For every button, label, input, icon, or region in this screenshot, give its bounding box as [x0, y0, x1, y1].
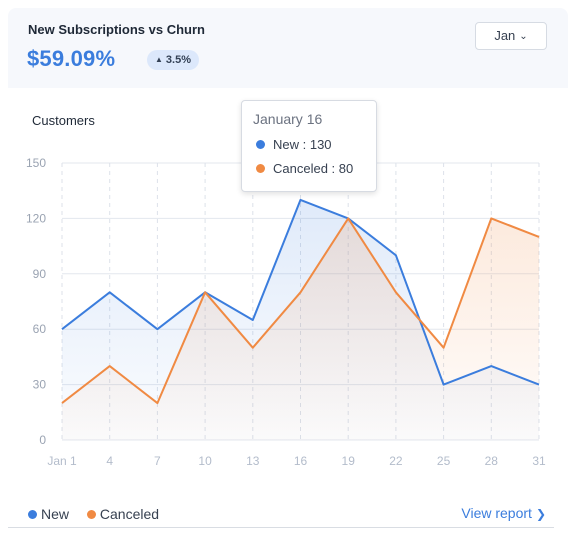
- x-tick-label: 13: [246, 454, 260, 468]
- x-tick-label: 4: [106, 454, 113, 468]
- x-tick-label: 25: [437, 454, 451, 468]
- tooltip-canceled-label: Canceled : 80: [273, 161, 354, 176]
- x-tick-label: 19: [342, 454, 356, 468]
- y-tick-label: 150: [26, 156, 46, 170]
- y-tick-label: 60: [33, 322, 47, 336]
- y-tick-label: 30: [33, 378, 47, 392]
- chart-card: New Subscriptions vs Churn $59.09% ▲ 3.5%…: [8, 8, 568, 538]
- tooltip-row-new: New : 130: [256, 137, 332, 152]
- tooltip-title: January 16: [253, 111, 323, 127]
- month-select-value: Jan: [494, 28, 516, 43]
- caret-up-icon: ▲: [155, 55, 163, 64]
- tooltip-new-label: New : 130: [273, 137, 332, 152]
- y-tick-label: 90: [33, 267, 47, 281]
- x-tick-label: Jan 1: [47, 454, 77, 468]
- amount-value: $59.09%: [27, 46, 116, 71]
- legend-new-label: New: [41, 506, 70, 522]
- canceled-legend-dot-icon: [86, 510, 96, 519]
- chevron-down-icon: ⌄: [519, 31, 528, 42]
- series-area-canceled: [62, 218, 539, 440]
- change-badge: ▲ 3.5%: [147, 50, 199, 70]
- chart-legend: New Canceled: [28, 506, 173, 522]
- chart-title: Customers: [32, 113, 95, 128]
- legend-item-new[interactable]: New: [28, 506, 69, 522]
- new-dot-icon: [256, 140, 265, 149]
- legend-item-canceled[interactable]: Canceled: [86, 506, 160, 522]
- change-value: 3.5%: [165, 54, 191, 66]
- view-report-link[interactable]: View report ❯: [461, 505, 546, 521]
- chart-tooltip: January 16 New : 130 Canceled : 80: [241, 100, 377, 192]
- x-tick-label: 10: [198, 454, 212, 468]
- x-tick-label: 22: [389, 454, 403, 468]
- canceled-dot-icon: [256, 164, 265, 173]
- new-legend-dot-icon: [28, 510, 37, 519]
- chevron-right-icon: ❯: [535, 507, 546, 521]
- x-tick-label: 7: [154, 454, 161, 468]
- y-tick-label: 120: [26, 211, 46, 225]
- x-tick-label: 16: [294, 454, 308, 468]
- area-chart: 0 30 60 90 120 150 Jan 1 4 7 10 13 16 19 22 25 28 31: [26, 156, 546, 468]
- legend-canceled-label: Canceled: [99, 506, 160, 522]
- x-tick-label: 31: [532, 454, 546, 468]
- divider: [8, 527, 554, 528]
- y-tick-label: 0: [39, 433, 46, 447]
- view-report-label: View report: [461, 505, 532, 521]
- series-line-canceled: [61, 217, 540, 405]
- card-title: New Subscriptions vs Churn: [28, 22, 205, 37]
- x-tick-label: 28: [485, 454, 499, 468]
- month-select[interactable]: Jan ⌄: [475, 22, 547, 50]
- card-header: New Subscriptions vs Churn $59.09% ▲ 3.5%…: [8, 8, 568, 88]
- tooltip-row-canceled: Canceled : 80: [256, 161, 353, 176]
- series-line-new: [61, 198, 540, 386]
